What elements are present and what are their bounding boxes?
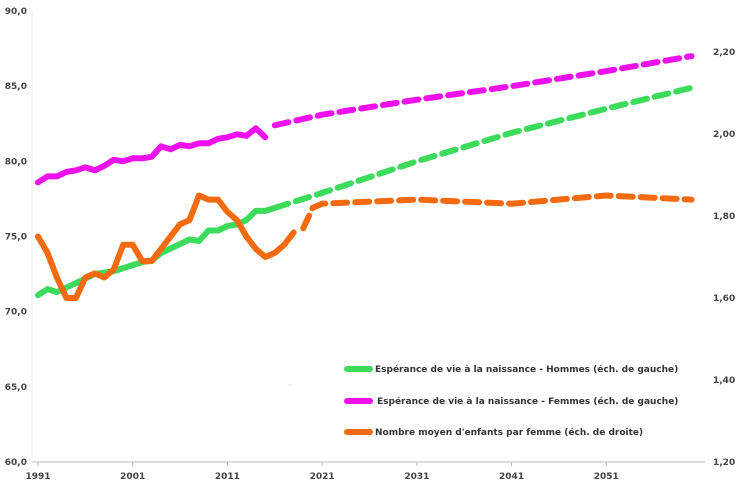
left-tick-label: 80,0 [5,157,27,167]
legend-label: Nombre moyen d'enfants par femme (éch. d… [375,427,643,438]
series-1-historical-line [35,125,269,186]
x-tick-label: 2031 [404,472,429,482]
right-tick-label: 2,00 [713,130,735,140]
legend-item-2: Nombre moyen d'enfants par femme (éch. d… [344,427,643,438]
left-tick-label: 85,0 [5,82,27,92]
legend: Espérance de vie à la naissance - Hommes… [344,364,678,438]
series-0-projection-line [271,84,695,211]
left-axis-ticks: 60,0 65,0 70,0 75,0 80,0 85,0 90,0 [5,7,27,468]
x-axis-ticks: 1991 2001 2011 2021 2031 2041 2051 [25,462,619,482]
left-tick-label: 75,0 [5,233,27,243]
right-tick-label: 2,20 [713,48,735,58]
x-tick-label: 1991 [25,472,50,482]
left-tick-label: 65,0 [5,383,27,393]
series-2 [35,192,695,301]
series-2-historical-line [35,192,297,301]
legend-item-1: Espérance de vie à la naissance - Femmes… [344,396,678,407]
right-tick-label: 1,60 [713,294,735,304]
x-tick-label: 2011 [215,472,240,482]
series-1-projection-line [271,53,695,129]
left-tick-label: 70,0 [5,308,27,318]
legend-label: Espérance de vie à la naissance - Femmes… [377,396,678,407]
left-tick-label: 60,0 [5,458,27,468]
x-tick-label: 2021 [310,472,335,482]
legend-item-0: Espérance de vie à la naissance - Hommes… [344,364,678,375]
series-layer [35,53,695,301]
series-1 [35,53,695,186]
series-0 [35,84,695,299]
x-tick-label: 2001 [120,472,145,482]
left-tick-label: 90,0 [5,7,27,17]
right-tick-label: 1,20 [713,458,735,468]
x-tick-label: 2051 [594,472,619,482]
legend-label: Espérance de vie à la naissance - Hommes… [375,364,678,375]
right-tick-label: 1,80 [713,212,735,222]
x-tick-label: 2041 [499,472,524,482]
right-tick-label: 1,40 [713,376,735,386]
right-axis-ticks: 1,20 1,40 1,60 1,80 2,00 2,20 [713,48,735,468]
series-2-projection-line [300,192,695,232]
